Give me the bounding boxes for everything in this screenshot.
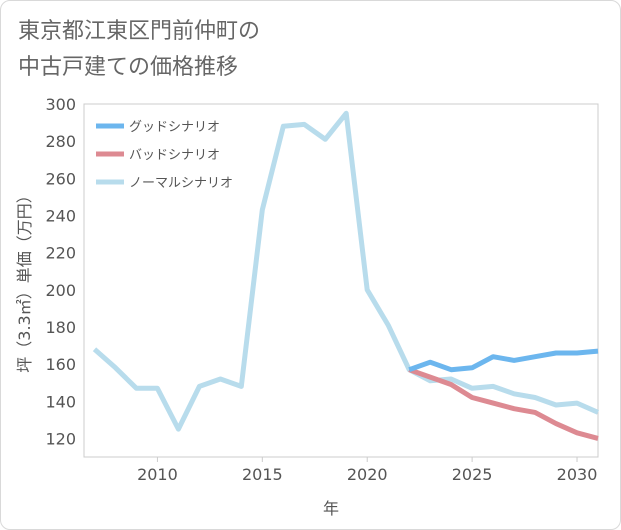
y-tick-label: 160 bbox=[45, 355, 76, 374]
x-tick-label: 2025 bbox=[452, 465, 493, 484]
x-axis: 2010 2015 2020 2025 2030 bbox=[137, 457, 597, 484]
legend-label-2: ノーマルシナリオ bbox=[129, 176, 233, 191]
chart-title-line-1: 東京都江東区門前仲町の bbox=[18, 19, 261, 44]
y-tick-label: 260 bbox=[45, 169, 76, 188]
x-axis-label: 年 bbox=[323, 499, 339, 518]
y-tick-label: 240 bbox=[45, 206, 76, 225]
y-tick-label: 300 bbox=[45, 95, 76, 114]
x-tick-label: 2010 bbox=[137, 465, 178, 484]
y-axis: 120 140 160 180 200 220 240 260 280 300 bbox=[45, 95, 76, 448]
y-tick-label: 180 bbox=[45, 318, 76, 337]
x-tick-label: 2015 bbox=[242, 465, 283, 484]
series-line-0 bbox=[408, 348, 599, 373]
series-layer bbox=[92, 110, 600, 441]
plot-area bbox=[83, 103, 599, 458]
y-tick-label: 120 bbox=[45, 429, 76, 448]
y-tick-label: 200 bbox=[45, 281, 76, 300]
y-tick-label: 220 bbox=[45, 244, 76, 263]
legend-label-0: グッドシナリオ bbox=[129, 120, 220, 135]
x-tick-label: 2030 bbox=[557, 465, 598, 484]
legend-label-1: バッドシナリオ bbox=[129, 148, 220, 163]
y-axis-label: 坪（3.3㎡）単価（万円） bbox=[15, 187, 34, 372]
series-line-2 bbox=[92, 110, 600, 432]
x-tick-label: 2020 bbox=[347, 465, 388, 484]
chart-title: 東京都江東区門前仲町の 中古戸建ての価格推移 bbox=[18, 14, 260, 86]
chart-title-line-2: 中古戸建ての価格推移 bbox=[18, 55, 239, 80]
y-tick-label: 280 bbox=[45, 132, 76, 151]
series-line-1 bbox=[408, 367, 599, 441]
y-tick-label: 140 bbox=[45, 392, 76, 411]
